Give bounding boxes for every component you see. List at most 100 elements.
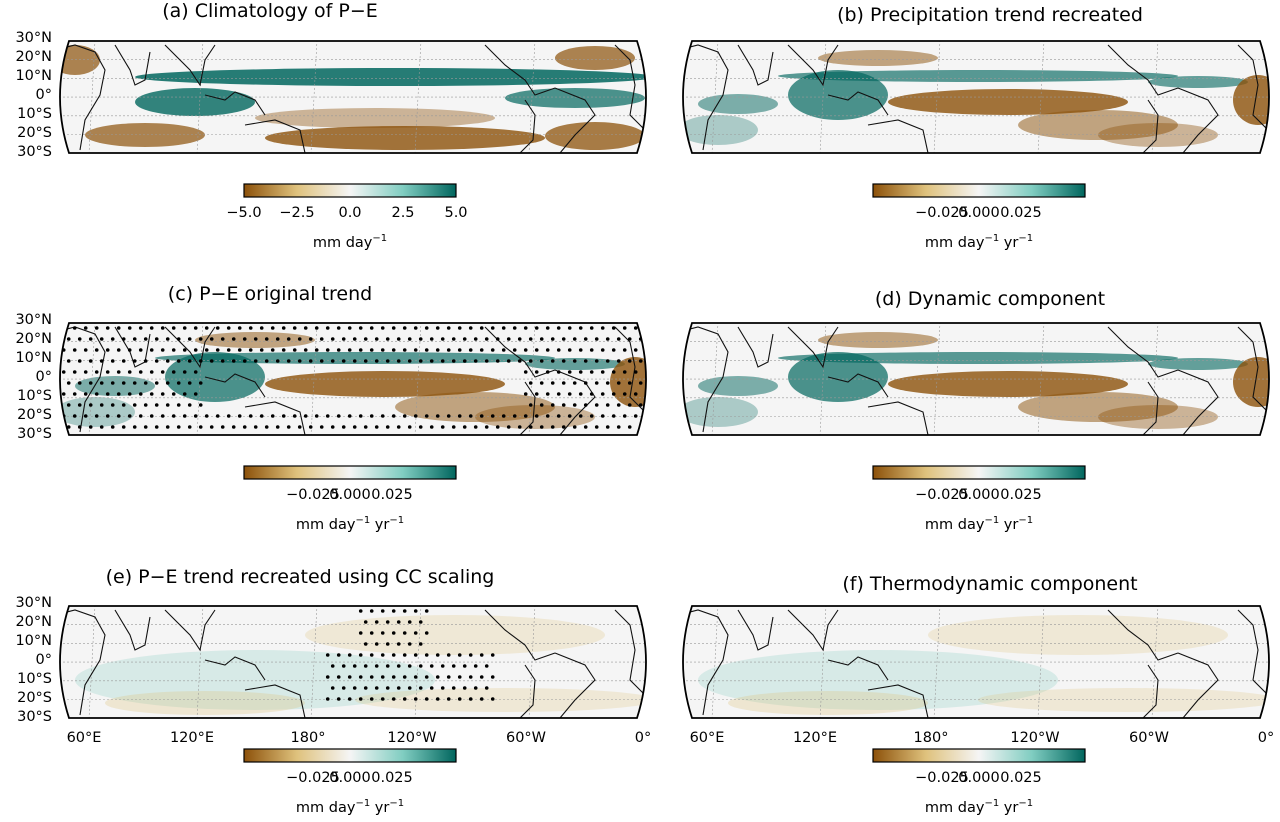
lon-label: 120°E [792, 730, 838, 746]
lat-label: 30°S [17, 709, 52, 725]
lat-label: 30°N [15, 595, 52, 611]
colorbar-tick-label: −2.5 [279, 205, 315, 221]
panel-c-map [59, 322, 647, 436]
field-blob [1018, 110, 1178, 140]
lat-label: 30°S [17, 144, 52, 160]
panel-d-title: (d) Dynamic component [874, 288, 1106, 310]
panel-f-colorbar [872, 748, 1086, 763]
colorbar-tick-label: 0.000 [958, 487, 1000, 503]
panel-a-title: (a) Climatology of P−E [162, 0, 378, 22]
lat-label: 20°S [17, 407, 52, 423]
field-blob [728, 691, 928, 715]
lat-label: 10°N [15, 350, 52, 366]
panel-b-colorbar [872, 183, 1086, 198]
colorbar-tick-label: 0.0 [338, 205, 362, 221]
colorbar-unit-label: mm day−1 yr−1 [924, 233, 1034, 251]
field-blob [818, 50, 938, 66]
colorbar-unit-label: mm day−1 yr−1 [295, 515, 405, 533]
colorbar-tick-label: 0.000 [958, 205, 1000, 221]
lon-label: 0° [634, 730, 652, 746]
field-blob [818, 332, 938, 348]
colorbar-tick-label: −0.025 [286, 770, 340, 786]
colorbar-tick-label: −0.025 [915, 770, 969, 786]
colorbar-tick-label: 2.5 [391, 205, 415, 221]
field-blob [778, 70, 1178, 82]
lat-label: 20°N [15, 614, 52, 630]
stippling [61, 326, 646, 429]
field-blob [1018, 392, 1178, 422]
lat-label: 0° [35, 652, 52, 668]
field-blob [105, 691, 305, 715]
lon-label: 0° [1257, 730, 1275, 746]
colorbar-tick-label: −5.0 [226, 205, 262, 221]
field-blob [1148, 76, 1248, 88]
lat-label: 0° [35, 87, 52, 103]
field-blob [928, 615, 1228, 655]
lon-label: 180° [913, 730, 949, 746]
field-blob [555, 46, 635, 70]
panel-e-title: (e) P−E trend recreated using CC scaling [105, 566, 495, 588]
lat-label: 20°N [15, 331, 52, 347]
lat-label: 20°S [17, 690, 52, 706]
map-frame [59, 40, 647, 154]
panel-b-map [682, 40, 1270, 154]
colorbar-unit-label: mm day−1 yr−1 [924, 515, 1034, 533]
panel-c-colorbar [243, 465, 457, 480]
map-frame [682, 322, 1270, 436]
lon-label: 180° [290, 730, 326, 746]
colorbar-tick-label: 0.025 [1000, 205, 1042, 221]
stippling [325, 609, 495, 701]
field-blob [788, 352, 888, 402]
colorbar-unit-label: mm day−1 [312, 233, 388, 251]
field-blob [1148, 358, 1248, 370]
lat-label: 0° [35, 369, 52, 385]
field-blob [1233, 357, 1269, 407]
panel-f-map [682, 605, 1270, 719]
panel-b-title: (b) Precipitation trend recreated [837, 4, 1143, 26]
field-blob [888, 371, 1128, 397]
field-blob [265, 126, 545, 150]
lon-label: 60°E [689, 730, 725, 746]
lon-label: 120°E [169, 730, 215, 746]
lat-label: 30°N [15, 312, 52, 328]
field-blob [788, 70, 888, 120]
field-blob [683, 397, 758, 427]
panel-d-map [682, 322, 1270, 436]
field-blob [525, 358, 625, 370]
field-blob [505, 88, 645, 108]
lat-label: 10°S [17, 671, 52, 687]
field-blob [1233, 75, 1269, 125]
panel-a-map [59, 40, 647, 154]
lat-label: 10°S [17, 106, 52, 122]
colorbar-tick-label: 0.025 [371, 487, 413, 503]
lon-label: 120°W [1010, 730, 1060, 746]
field-blob [1098, 123, 1218, 147]
colorbar-unit-label: mm day−1 yr−1 [295, 798, 405, 816]
field-blob [265, 371, 505, 397]
field-blob [1098, 405, 1218, 429]
colorbar-tick-label: 0.000 [329, 770, 371, 786]
field-blob [135, 68, 646, 86]
lat-label: 10°N [15, 68, 52, 84]
field-blob [305, 615, 605, 655]
field-blob [978, 688, 1269, 712]
field-blob [698, 376, 778, 396]
map-frame [682, 605, 1270, 719]
map-frame [59, 605, 647, 719]
panel-e-colorbar [243, 748, 457, 763]
map-frame [682, 40, 1270, 154]
field-blob [85, 123, 205, 147]
field-blob [888, 89, 1128, 115]
field-blob [698, 650, 1058, 710]
lon-label: 60°E [66, 730, 102, 746]
field-blob [255, 108, 495, 128]
field-blob [545, 122, 645, 150]
lat-label: 10°S [17, 388, 52, 404]
colorbar-tick-label: −0.025 [915, 205, 969, 221]
field-blob [698, 94, 778, 114]
map-frame [59, 322, 647, 436]
field-blob [355, 688, 646, 712]
lon-label: 60°W [505, 730, 547, 746]
lon-label: 120°W [387, 730, 437, 746]
colorbar-unit-label: mm day−1 yr−1 [924, 798, 1034, 816]
